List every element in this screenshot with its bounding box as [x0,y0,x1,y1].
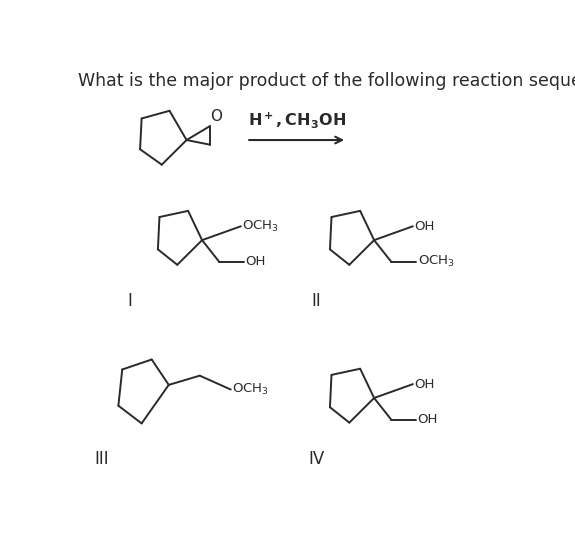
Text: III: III [94,450,109,468]
Text: OH: OH [246,255,266,268]
Text: OCH$_3$: OCH$_3$ [232,382,269,397]
Text: OCH$_3$: OCH$_3$ [417,254,454,269]
Text: OCH$_3$: OCH$_3$ [243,219,279,234]
Text: IV: IV [308,450,324,468]
Text: O: O [210,109,223,124]
Text: What is the major product of the following reaction sequence?: What is the major product of the followi… [78,72,575,90]
Text: OH: OH [417,413,438,426]
Text: $\mathbf{H^+, CH_3OH}$: $\mathbf{H^+, CH_3OH}$ [248,110,346,130]
Text: OH: OH [415,220,435,233]
Text: I: I [128,291,132,310]
Text: II: II [311,291,321,310]
Text: OH: OH [415,377,435,391]
